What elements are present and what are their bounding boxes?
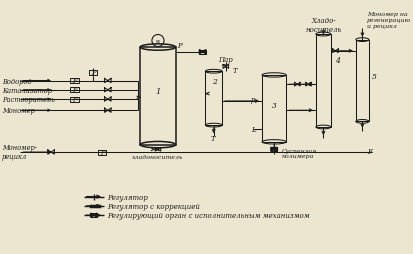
Text: хладоноситель: хладоноситель xyxy=(132,155,184,160)
Text: F: F xyxy=(367,148,372,155)
Text: м: м xyxy=(156,39,160,44)
Bar xyxy=(89,70,97,75)
Text: T: T xyxy=(211,135,216,142)
Text: 2: 2 xyxy=(212,77,217,85)
Text: Хладо-
носитель: Хладо- носитель xyxy=(305,17,342,34)
Bar xyxy=(98,150,107,155)
Text: Регулятор с коррекцией: Регулятор с коррекцией xyxy=(107,202,200,210)
Text: Мономер: Мономер xyxy=(2,107,35,115)
Text: F: F xyxy=(72,79,76,84)
Text: Регулирующий орган с исполнительным механизмом: Регулирующий орган с исполнительным меха… xyxy=(107,211,309,219)
Text: рецикл: рецикл xyxy=(2,152,27,160)
Text: Суспензия
полимера: Суспензия полимера xyxy=(282,148,317,159)
Text: P: P xyxy=(178,42,182,50)
Bar xyxy=(356,40,369,122)
Bar xyxy=(90,213,97,217)
Bar xyxy=(70,88,78,93)
Bar xyxy=(205,72,222,126)
Polygon shape xyxy=(94,213,97,217)
Text: Пар: Пар xyxy=(218,56,233,64)
Text: F: F xyxy=(72,88,76,93)
Polygon shape xyxy=(274,148,278,152)
Bar xyxy=(140,48,176,145)
Text: L: L xyxy=(251,125,256,133)
Bar xyxy=(316,35,331,128)
Text: F: F xyxy=(72,97,76,102)
Polygon shape xyxy=(199,50,202,55)
Bar xyxy=(70,97,78,102)
Text: T: T xyxy=(232,67,237,75)
Text: 5: 5 xyxy=(372,73,377,81)
Polygon shape xyxy=(202,50,206,55)
Text: F: F xyxy=(100,150,104,155)
Text: р: р xyxy=(251,96,255,104)
Text: Растворитель: Растворитель xyxy=(2,96,55,104)
Bar xyxy=(70,79,78,84)
Bar xyxy=(271,148,278,152)
Polygon shape xyxy=(271,148,274,152)
Polygon shape xyxy=(90,213,94,217)
Text: Водород: Водород xyxy=(2,77,31,85)
Bar xyxy=(262,76,286,142)
Text: Катализатор: Катализатор xyxy=(2,86,52,94)
Text: 4: 4 xyxy=(335,57,339,65)
Text: Регулятор: Регулятор xyxy=(107,193,148,201)
Text: 1: 1 xyxy=(155,88,161,96)
Text: Мономер на
регенерацию
и рецикл: Мономер на регенерацию и рецикл xyxy=(367,12,411,28)
Text: F: F xyxy=(91,70,95,75)
Text: Мономер-: Мономер- xyxy=(2,144,37,152)
Bar xyxy=(199,50,206,55)
Text: 3: 3 xyxy=(272,102,277,110)
